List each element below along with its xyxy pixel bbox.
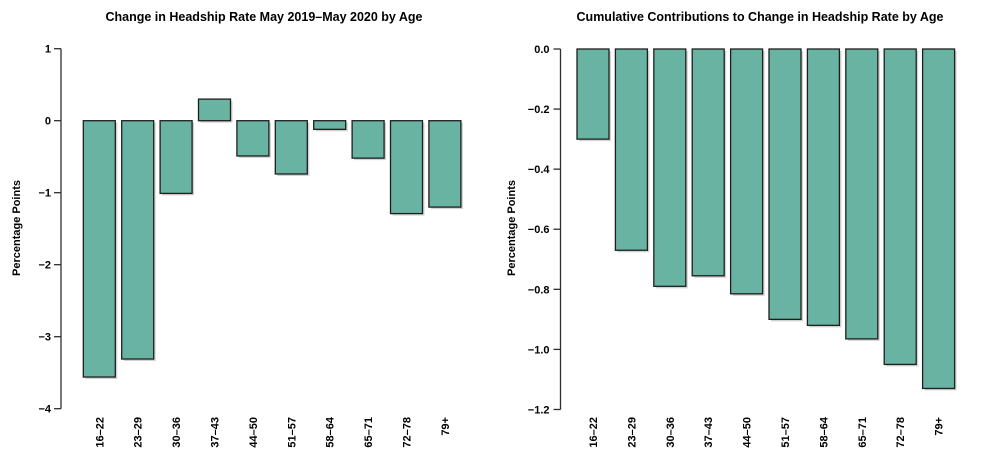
x-category-label: 79+ bbox=[440, 417, 452, 436]
bar-65–71 bbox=[351, 120, 385, 159]
x-category-label: 37–43 bbox=[210, 417, 222, 448]
bar-79+ bbox=[428, 120, 462, 208]
bar-58–64 bbox=[806, 48, 841, 327]
bar-16–22 bbox=[576, 48, 610, 140]
bar-65–71 bbox=[845, 48, 879, 340]
x-category-label: 30–36 bbox=[665, 417, 677, 448]
x-category-label: 58–64 bbox=[325, 416, 337, 447]
y-tick-label: 0 bbox=[45, 116, 51, 128]
x-category-label: 23–29 bbox=[626, 417, 638, 448]
right-chart-panel: Cumulative Contributions to Change in He… bbox=[491, 0, 983, 475]
y-tick-label: −0.2 bbox=[528, 104, 550, 116]
bar-51–57 bbox=[274, 120, 308, 175]
right-chart-plot: 0.0 −0.2 −0.4 −0.6 −0.8 −1.0 −1.2 16–22 23–29 30–… bbox=[528, 44, 957, 448]
x-category-label: 72–78 bbox=[402, 417, 414, 448]
bar-44–50 bbox=[236, 120, 270, 157]
y-tick-label: −0.6 bbox=[528, 224, 550, 236]
bar-44–50 bbox=[729, 48, 764, 295]
y-tick-label: −4 bbox=[38, 404, 51, 416]
x-category-label: 23–29 bbox=[133, 417, 145, 448]
x-category-label: 58–64 bbox=[818, 416, 830, 447]
y-tick-label: −2 bbox=[38, 260, 51, 272]
left-chart-panel: Change in Headship Rate May 2019–May 202… bbox=[0, 0, 491, 475]
bar-30–36 bbox=[159, 120, 193, 195]
x-category-label: 44–50 bbox=[742, 417, 754, 448]
x-category-label: 51–57 bbox=[286, 417, 298, 448]
left-chart-title: Change in Headship Rate May 2019–May 202… bbox=[105, 10, 423, 24]
y-tick-label: −0.4 bbox=[528, 164, 551, 176]
bar-37–43 bbox=[197, 98, 232, 122]
x-category-label: 30–36 bbox=[171, 417, 183, 448]
x-category-label: 79+ bbox=[934, 417, 946, 436]
bar-51–57 bbox=[768, 48, 802, 321]
bar-16–22 bbox=[82, 120, 116, 378]
x-category-label: 51–57 bbox=[780, 417, 792, 448]
bar-23–29 bbox=[614, 48, 649, 251]
bar-72–78 bbox=[883, 48, 917, 366]
bar-37–43 bbox=[691, 48, 725, 277]
y-tick-label: −1 bbox=[38, 188, 51, 200]
bar-30–36 bbox=[653, 48, 687, 287]
x-category-label: 44–50 bbox=[248, 417, 260, 448]
y-tick-label: −1.0 bbox=[528, 344, 550, 356]
x-category-label: 16–22 bbox=[588, 417, 600, 448]
y-tick-label: −3 bbox=[38, 332, 51, 344]
y-tick-label: −0.8 bbox=[528, 284, 550, 296]
x-category-label: 65–71 bbox=[363, 417, 375, 448]
x-category-label: 37–43 bbox=[703, 417, 715, 448]
y-tick-label: 1 bbox=[45, 44, 51, 56]
bar-79+ bbox=[921, 48, 956, 390]
y-tick-label: 0.0 bbox=[534, 44, 549, 56]
bar-72–78 bbox=[389, 120, 424, 215]
y-tick-label: −1.2 bbox=[528, 404, 550, 416]
left-chart-plot: 1 0 −1 −2 −3 −4 16–22 23–29 30–36 37–43 44–50 51–57… bbox=[38, 44, 463, 448]
x-category-label: 72–78 bbox=[895, 417, 907, 448]
bar-58–64 bbox=[313, 120, 347, 130]
x-category-label: 16–22 bbox=[94, 417, 106, 448]
right-chart-title: Cumulative Contributions to Change in He… bbox=[576, 10, 944, 24]
x-category-label: 65–71 bbox=[857, 417, 869, 448]
bar-23–29 bbox=[121, 120, 155, 360]
